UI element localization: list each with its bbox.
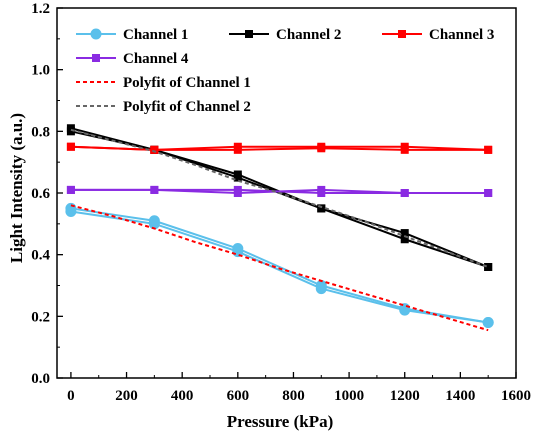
x-axis-ticks: 0 200 400 600 800 1000 1200 1400 1600 bbox=[67, 372, 531, 404]
data-point bbox=[233, 173, 242, 182]
legend-item: Channel 2 bbox=[229, 27, 341, 43]
y-tick-label: 0.0 bbox=[31, 371, 50, 387]
data-point bbox=[484, 189, 493, 197]
data-point bbox=[65, 206, 77, 217]
data-point bbox=[484, 263, 493, 271]
data-point bbox=[315, 283, 327, 295]
y-tick-label: 0.4 bbox=[31, 248, 50, 264]
data-point bbox=[317, 144, 326, 153]
data-point bbox=[317, 189, 326, 197]
y-tick-label: 0.6 bbox=[31, 186, 50, 202]
legend-marker bbox=[245, 30, 253, 38]
x-tick-label: 1200 bbox=[390, 388, 420, 404]
legend-item: Channel 3 bbox=[382, 27, 494, 43]
data-point bbox=[233, 145, 242, 154]
x-axis-title: Pressure (kPa) bbox=[227, 412, 334, 431]
x-tick-label: 200 bbox=[115, 388, 138, 404]
series-line bbox=[70, 210, 489, 324]
legend-item: Channel 4 bbox=[76, 51, 189, 67]
legend-label: Channel 2 bbox=[276, 27, 341, 43]
series-1 bbox=[65, 202, 494, 328]
data-point bbox=[150, 145, 159, 154]
x-tick-label: 800 bbox=[282, 388, 305, 404]
legend: Channel 1 Channel 2 Channel 3 Channel 4 Poly… bbox=[76, 27, 494, 115]
legend-item: Polyfit of Channel 1 bbox=[76, 75, 251, 91]
x-tick-label: 600 bbox=[227, 388, 250, 404]
x-tick-label: 1400 bbox=[445, 388, 475, 404]
series-line bbox=[70, 207, 489, 324]
y-tick-label: 0.8 bbox=[31, 124, 50, 140]
legend-marker bbox=[92, 54, 100, 62]
data-point bbox=[66, 185, 75, 194]
legend-label: Channel 3 bbox=[429, 27, 494, 43]
legend-label: Channel 4 bbox=[123, 51, 189, 67]
fit-line bbox=[70, 128, 489, 268]
series-line bbox=[70, 145, 489, 151]
y-axis-title: Light Intensity (a.u.) bbox=[7, 113, 26, 263]
series-4 bbox=[66, 185, 493, 197]
legend-marker bbox=[90, 28, 102, 40]
series-5 bbox=[70, 204, 489, 332]
series-3 bbox=[66, 142, 493, 154]
legend-label: Polyfit of Channel 2 bbox=[123, 99, 251, 115]
y-tick-label: 1.2 bbox=[31, 1, 50, 17]
data-point bbox=[400, 229, 409, 238]
data-point bbox=[233, 185, 242, 194]
x-tick-label: 0 bbox=[67, 388, 75, 404]
x-tick-label: 1600 bbox=[501, 388, 531, 404]
data-point bbox=[148, 218, 160, 230]
series-6 bbox=[70, 128, 489, 268]
data-point bbox=[317, 204, 326, 213]
data-point bbox=[400, 189, 409, 197]
legend-item: Channel 1 bbox=[76, 27, 188, 43]
series-line bbox=[70, 130, 489, 268]
series-line bbox=[70, 188, 489, 194]
data-point bbox=[482, 317, 494, 328]
legend-label: Channel 1 bbox=[123, 27, 188, 43]
data-point bbox=[400, 235, 409, 244]
fit-line bbox=[70, 204, 489, 332]
y-tick-label: 1.0 bbox=[31, 63, 50, 79]
data-point bbox=[484, 145, 493, 154]
x-tick-label: 1000 bbox=[334, 388, 364, 404]
data-point bbox=[66, 142, 75, 151]
data-point bbox=[66, 127, 75, 136]
data-point bbox=[399, 304, 411, 316]
legend-label: Polyfit of Channel 1 bbox=[123, 75, 251, 91]
x-tick-label: 400 bbox=[171, 388, 194, 404]
y-tick-label: 0.2 bbox=[31, 309, 50, 325]
data-point bbox=[150, 185, 159, 194]
y-axis-ticks: 0.0 0.2 0.4 0.6 0.8 1.0 1.2 bbox=[31, 1, 63, 387]
plot-content bbox=[65, 124, 494, 332]
data-point bbox=[400, 145, 409, 154]
legend-item: Polyfit of Channel 2 bbox=[76, 99, 251, 115]
legend-marker bbox=[398, 30, 406, 38]
